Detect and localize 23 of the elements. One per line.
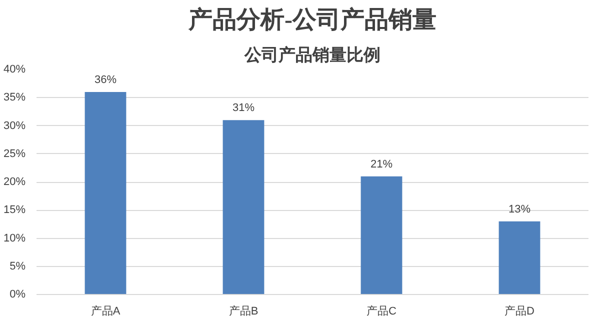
y-tick-label: 10% <box>3 232 26 244</box>
y-tick-label: 25% <box>3 148 26 160</box>
x-tick-label: 产品A <box>90 304 121 318</box>
bar <box>222 120 264 294</box>
y-tick-label: 0% <box>10 288 26 300</box>
x-tick-label: 产品B <box>228 304 258 318</box>
x-tick-label: 产品C <box>366 304 397 318</box>
chart-subtitle: 公司产品销量比例 <box>244 46 380 64</box>
y-tick-label: 5% <box>10 260 26 272</box>
bar <box>360 176 402 294</box>
x-tick-label: 产品D <box>504 304 535 318</box>
y-tick-label: 30% <box>3 120 26 132</box>
bar <box>498 221 540 294</box>
y-tick-label: 35% <box>3 92 26 104</box>
y-tick-label: 15% <box>3 204 26 216</box>
y-tick-label: 20% <box>3 176 26 188</box>
data-label: 13% <box>508 203 531 216</box>
data-label: 21% <box>370 158 393 170</box>
y-tick-label: 40% <box>3 64 26 76</box>
data-label: 36% <box>94 74 117 86</box>
chart-title: 产品分析-公司产品销量 <box>188 6 437 34</box>
bar <box>84 92 126 294</box>
data-label: 31% <box>232 102 255 114</box>
